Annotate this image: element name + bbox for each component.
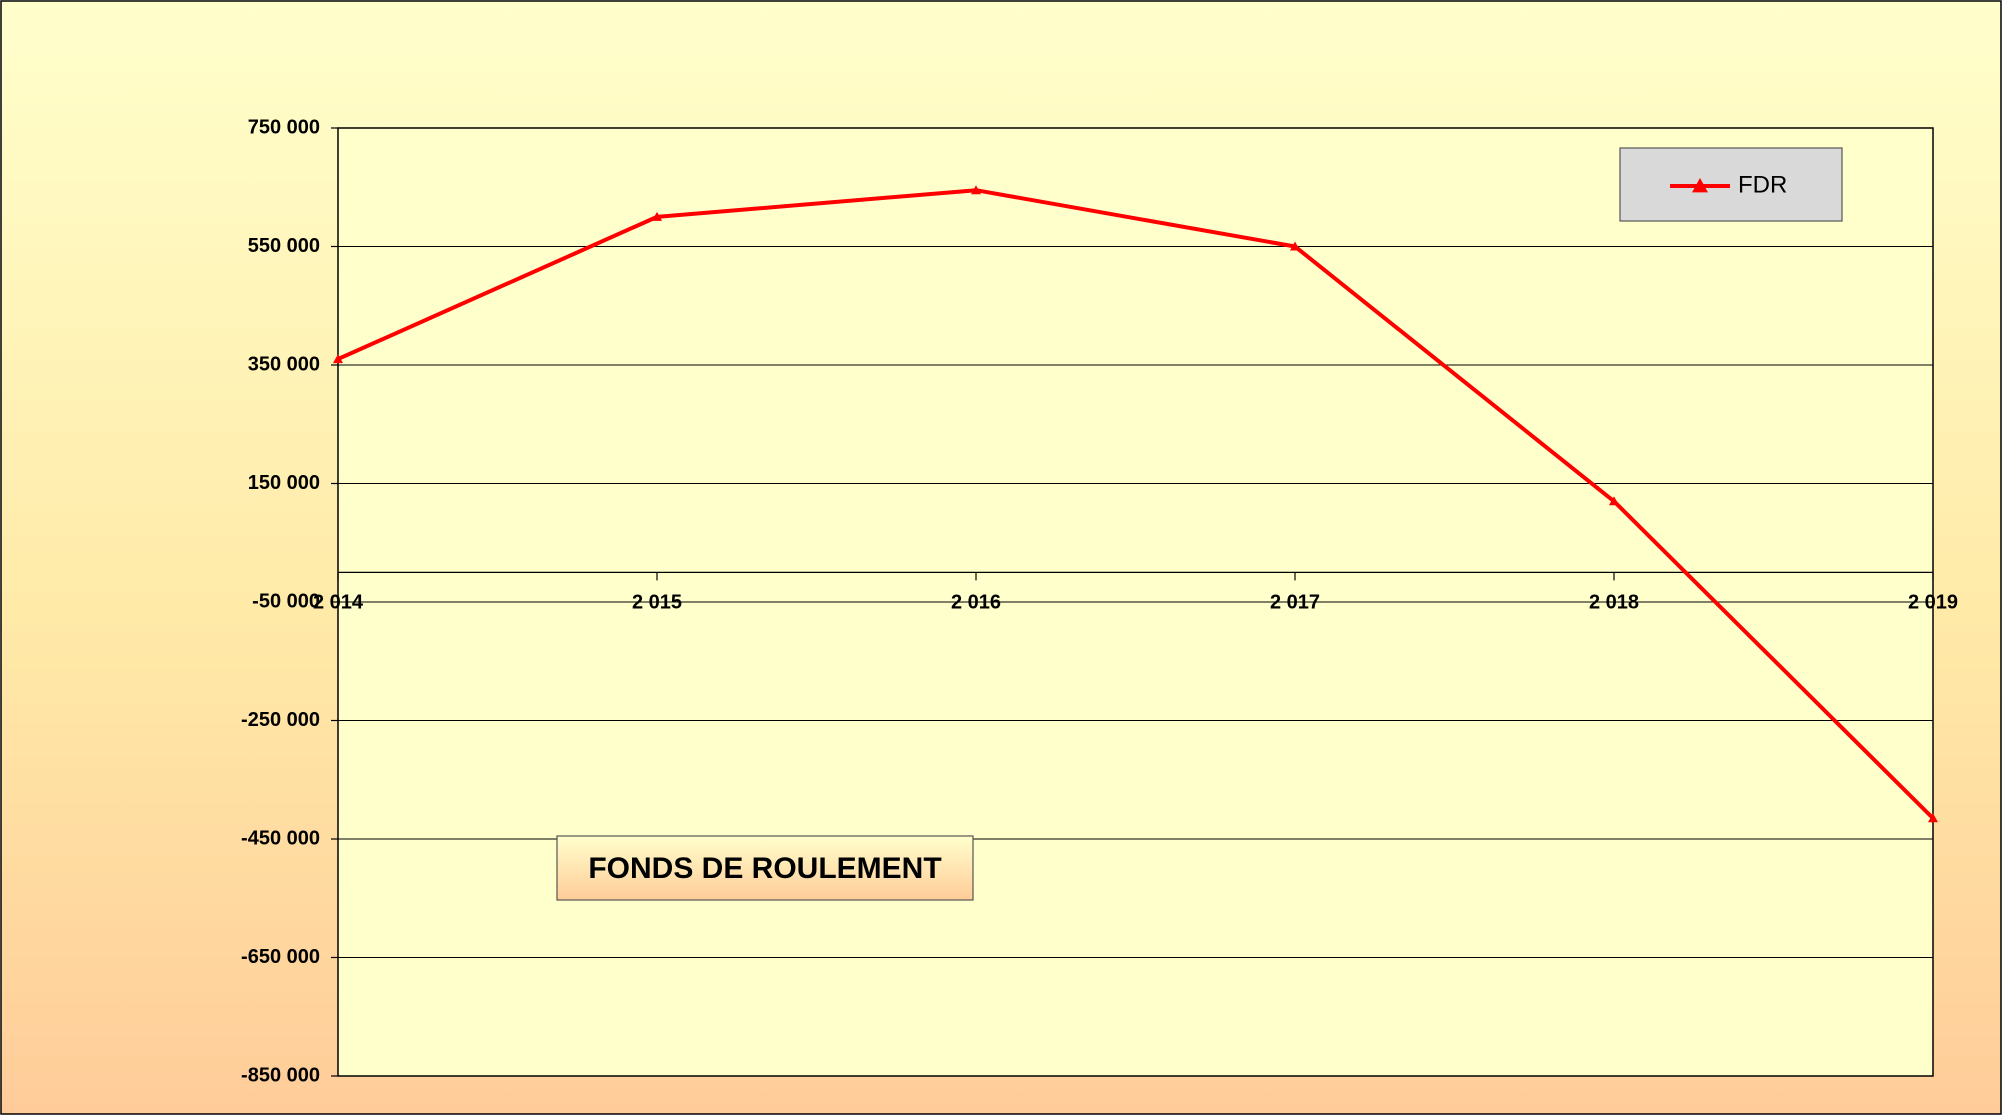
y-tick-label: 350 000 <box>248 353 320 375</box>
x-tick-label: 2 019 <box>1908 592 1958 614</box>
data-point <box>652 211 662 221</box>
x-tick-label: 2 018 <box>1589 592 1639 614</box>
legend-marker <box>1692 178 1708 193</box>
y-tick-label: 750 000 <box>248 116 320 138</box>
legend-label: FDR <box>1738 171 1787 198</box>
y-tick-label: 550 000 <box>248 235 320 257</box>
data-point <box>1609 496 1619 506</box>
y-tick-label: -450 000 <box>241 827 320 849</box>
y-tick-label: -250 000 <box>241 709 320 731</box>
data-point <box>1928 813 1938 823</box>
y-tick-label: -50 000 <box>252 590 320 612</box>
y-tick-label: -650 000 <box>241 946 320 968</box>
series-line <box>337 188 1935 820</box>
data-point <box>1290 241 1300 251</box>
x-tick-label: 2 017 <box>1270 592 1320 614</box>
data-point <box>333 354 343 364</box>
x-tick-label: 2 014 <box>313 592 364 614</box>
x-tick-label: 2 016 <box>951 592 1001 614</box>
legend-box <box>1619 147 1843 222</box>
y-tick-label: -850 000 <box>241 1064 320 1086</box>
y-tick-label: 150 000 <box>248 472 320 494</box>
chart-title: FONDS DE ROULEMENT <box>588 852 941 885</box>
title-box <box>556 835 974 901</box>
x-tick-label: 2 015 <box>632 592 682 614</box>
data-point <box>971 185 981 195</box>
